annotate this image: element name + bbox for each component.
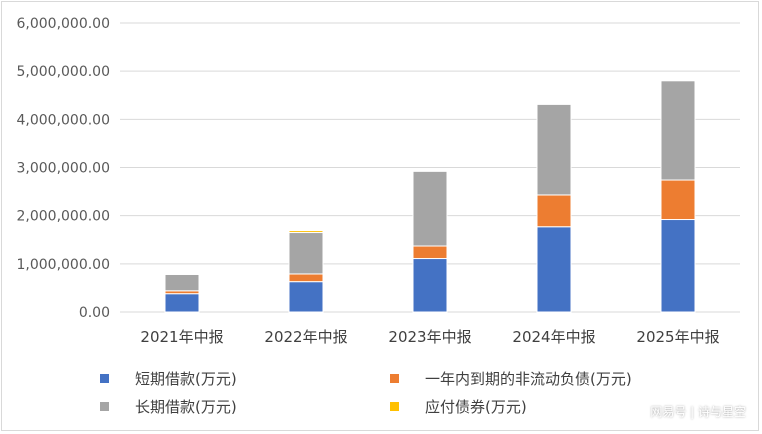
bar-segment-0 (412, 258, 448, 313)
x-tick-label: 2021年中报 (140, 328, 223, 346)
y-tick-label: 5,000,000.00 (16, 64, 110, 80)
bar-segment-1 (288, 273, 324, 283)
legend-label: 一年内到期的非流动负债(万元) (425, 370, 632, 388)
legend-item-bonds-payable: 应付债券(万元) (390, 396, 527, 417)
watermark: 网易号 | 诗与星空 (650, 405, 746, 419)
legend-label: 应付债券(万元) (425, 398, 527, 416)
x-tick-label: 2022年中报 (264, 328, 347, 346)
bar-segment-1 (660, 179, 696, 221)
bar-segment-2 (164, 273, 200, 292)
bar-segment-2 (288, 232, 324, 275)
bar-segment-0 (660, 219, 696, 313)
legend-swatch-yellow (390, 402, 399, 411)
legend-item-long-term-loans: 长期借款(万元) (100, 396, 237, 417)
legend-item-current-portion-noncurrent-liabilities: 一年内到期的非流动负债(万元) (390, 368, 632, 389)
y-tick-label: 3,000,000.00 (16, 161, 110, 177)
legend-swatch-orange (390, 374, 399, 383)
bar-segment-3 (164, 272, 200, 275)
bar-segment-1 (412, 245, 448, 260)
x-tick-label: 2023年中报 (388, 328, 471, 346)
legend-label: 短期借款(万元) (135, 370, 237, 388)
y-tick-label: 0.00 (79, 305, 110, 321)
stacked-bar-chart: 0.00 1,000,000.00 2,000,000.00 3,000,000.00… (16, 16, 740, 346)
y-tick-label: 1,000,000.00 (16, 257, 110, 273)
y-tick-label: 4,000,000.00 (16, 112, 110, 128)
legend-label: 长期借款(万元) (135, 398, 237, 416)
x-tick-label: 2024年中报 (512, 328, 595, 346)
y-tick-label: 2,000,000.00 (16, 209, 110, 225)
legend-swatch-blue (100, 374, 109, 383)
legend-swatch-gray (100, 402, 109, 411)
x-tick-label: 2025年中报 (636, 328, 719, 346)
bar-segment-2 (536, 103, 572, 196)
legend-item-short-term-loans: 短期借款(万元) (100, 368, 237, 389)
bar-segment-0 (288, 281, 324, 313)
bar-segment-2 (660, 80, 696, 181)
bar-segment-3 (288, 230, 324, 234)
bar-segment-0 (164, 293, 200, 313)
bar-segment-0 (536, 226, 572, 313)
chart-legend: 短期借款(万元) 一年内到期的非流动负债(万元) 长期借款(万元) 应付债券(万… (0, 360, 762, 430)
y-tick-label: 6,000,000.00 (16, 16, 110, 32)
bar-segment-2 (412, 170, 448, 247)
bar-segment-1 (536, 194, 572, 228)
